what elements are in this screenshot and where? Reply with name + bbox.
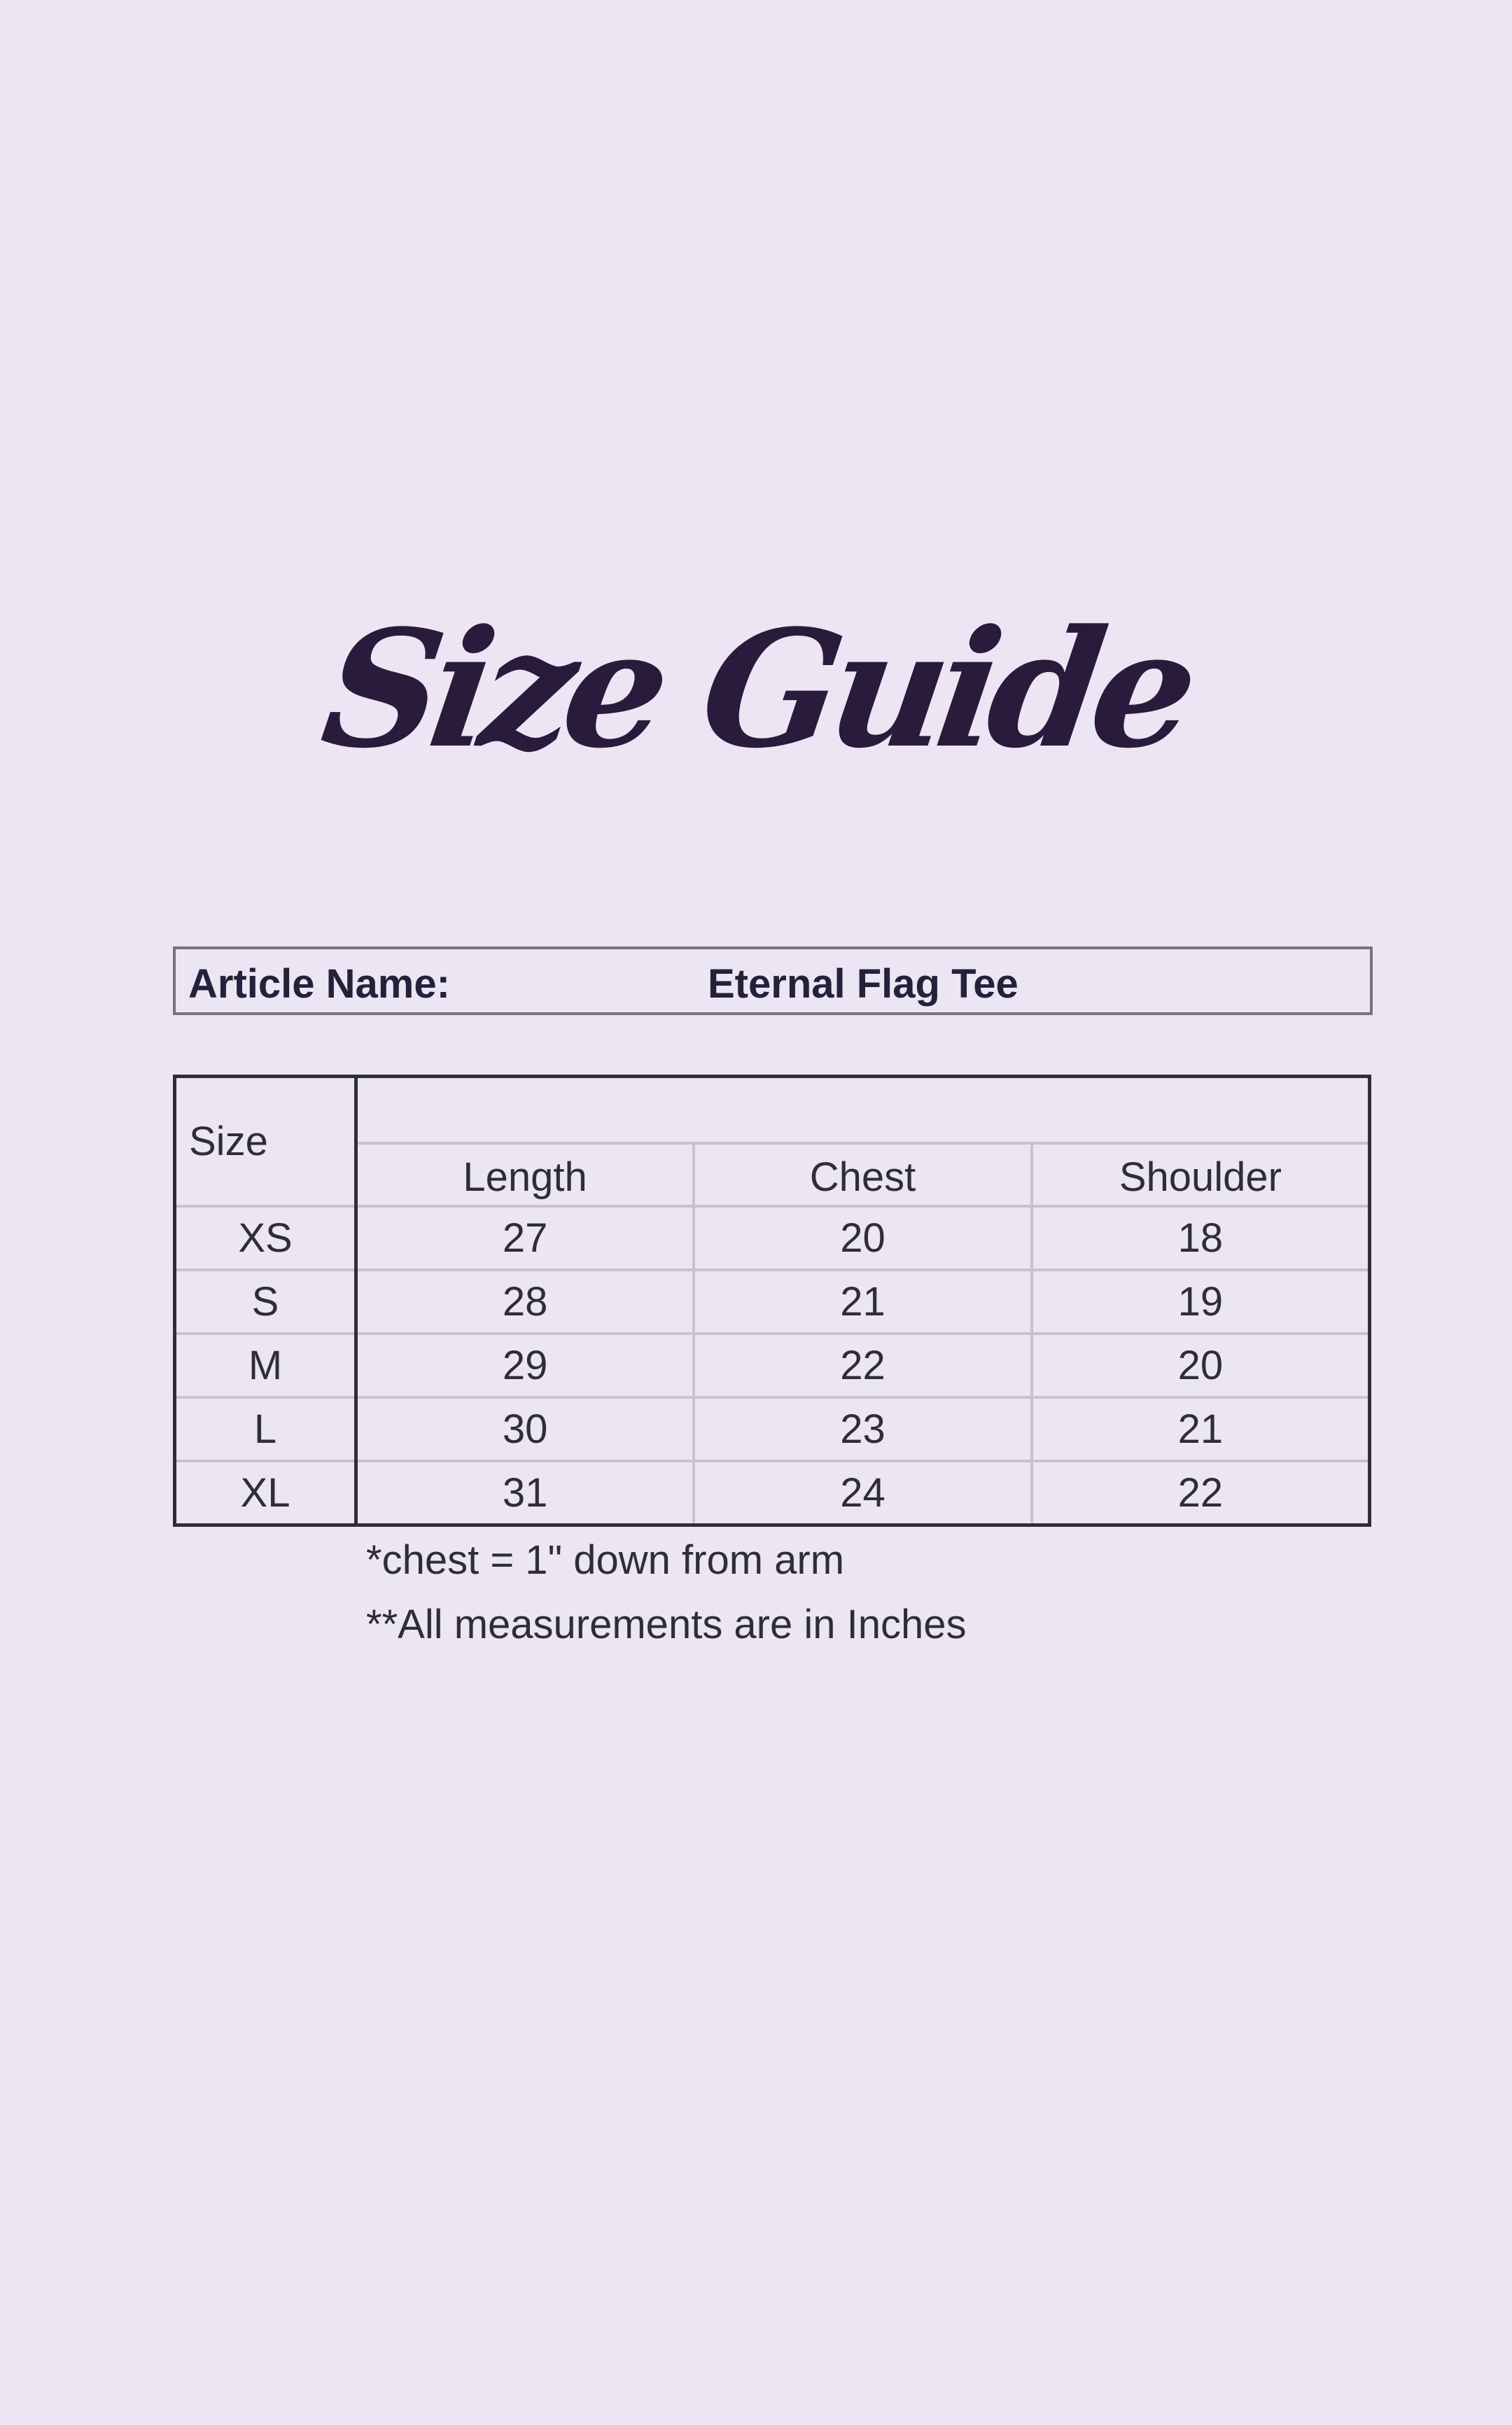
article-name-box: Article Name: Eternal Flag Tee (173, 946, 1373, 1015)
column-header-shoulder: Shoulder (1030, 1141, 1371, 1208)
table-row: XS 27 20 18 (173, 1204, 1371, 1271)
size-cell: XS (173, 1204, 358, 1271)
article-name-label: Article Name: (188, 961, 450, 1007)
chest-cell: 22 (692, 1332, 1033, 1399)
shoulder-cell: 22 (1030, 1459, 1371, 1527)
table-row: S 28 21 19 (173, 1268, 1371, 1335)
column-header-length: Length (354, 1141, 696, 1208)
chest-cell: 21 (692, 1268, 1033, 1335)
table-row: XL 31 24 22 (173, 1459, 1371, 1527)
column-header-chest: Chest (692, 1141, 1033, 1208)
size-cell: S (173, 1268, 358, 1335)
table-row: L 30 23 21 (173, 1395, 1371, 1462)
length-cell: 27 (354, 1204, 696, 1271)
chest-cell: 20 (692, 1204, 1033, 1271)
shoulder-cell: 21 (1030, 1395, 1371, 1462)
units-note: **All measurements are in Inches (366, 1602, 967, 1647)
chest-cell: 24 (692, 1459, 1033, 1527)
size-cell: L (173, 1395, 358, 1462)
shoulder-cell: 18 (1030, 1204, 1371, 1271)
length-cell: 30 (354, 1395, 696, 1462)
length-cell: 31 (354, 1459, 696, 1527)
article-name-value: Eternal Flag Tee (708, 961, 1018, 1007)
table-row: M 29 22 20 (173, 1332, 1371, 1399)
length-cell: 28 (354, 1268, 696, 1335)
page-title: Size Guide (312, 595, 1200, 784)
header-spacer (354, 1076, 1370, 1145)
shoulder-cell: 19 (1030, 1268, 1371, 1335)
chest-cell: 23 (692, 1395, 1033, 1462)
chest-note: *chest = 1" down from arm (366, 1537, 845, 1583)
size-header: Size (173, 1075, 358, 1208)
length-cell: 29 (354, 1332, 696, 1399)
size-cell: M (173, 1332, 358, 1399)
size-cell: XL (173, 1459, 358, 1527)
shoulder-cell: 20 (1030, 1332, 1371, 1399)
size-table: Size Length Chest Shoulder XS 27 20 18 S… (173, 1075, 1371, 1527)
